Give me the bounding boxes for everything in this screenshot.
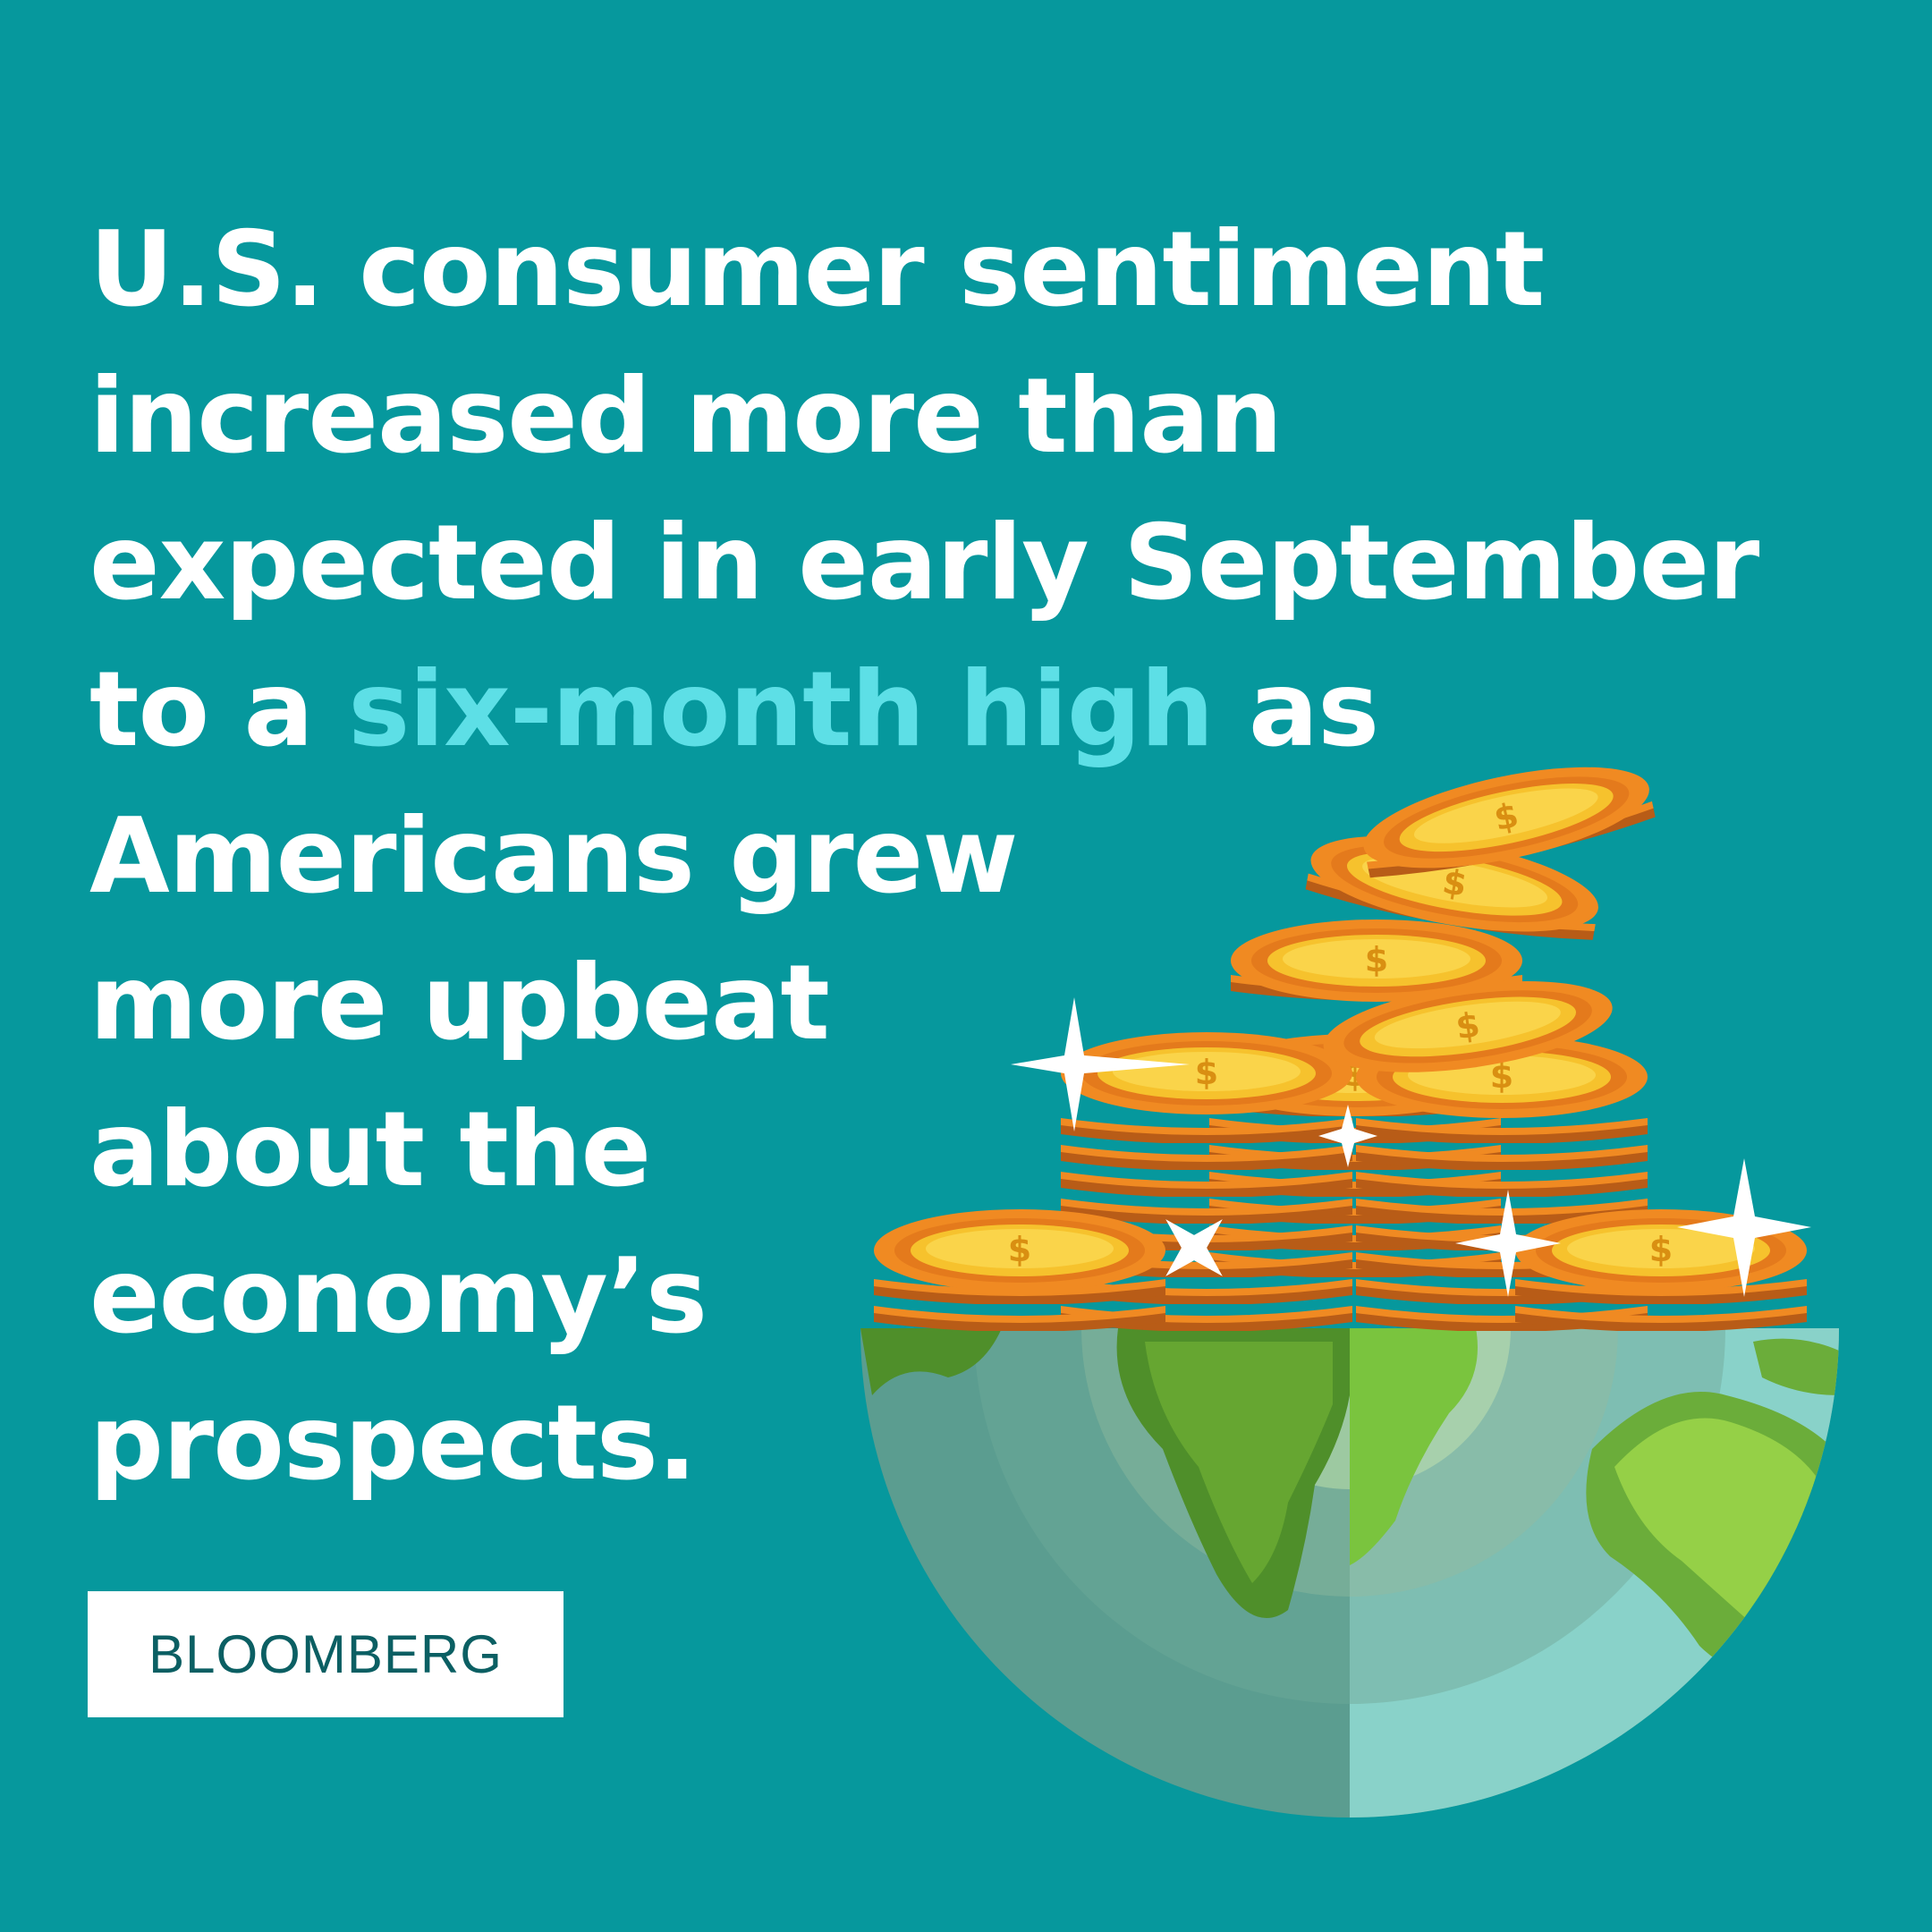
- headline-line: increased more than: [89, 356, 1283, 477]
- headline-line: Americans grew: [89, 796, 1018, 917]
- sparkle-icon: [1677, 1158, 1811, 1297]
- headline-line: about the: [89, 1089, 651, 1210]
- headline-text: to a: [89, 649, 349, 770]
- headline-text: as: [1213, 649, 1379, 770]
- headline-line: U.S. consumer sentiment: [89, 209, 1545, 330]
- highlight-text: six-month high: [348, 649, 1214, 770]
- source-label: BLOOMBERG: [148, 1624, 503, 1684]
- sparkle-icon: [1318, 1105, 1377, 1167]
- sparkle-icon: [1165, 1219, 1223, 1276]
- headline: U.S. consumer sentiment increased more t…: [89, 197, 1878, 1517]
- sparkle-icon: [1455, 1190, 1561, 1297]
- globe-icon: [860, 1328, 1839, 1818]
- coin-stacks: [874, 747, 1807, 1331]
- headline-line: prospects.: [89, 1383, 697, 1504]
- source-badge: BLOOMBERG: [88, 1591, 564, 1717]
- headline-line: to a six-month high as: [89, 637, 1878, 784]
- dollar-coin-icon: [874, 1209, 1165, 1331]
- headline-line: expected in early September: [89, 503, 1759, 623]
- headline-line: economy’s: [89, 1236, 708, 1357]
- sparkle-icons: [1011, 997, 1811, 1297]
- headline-line: more upbeat: [89, 943, 830, 1063]
- sparkle-icon: [1011, 997, 1190, 1131]
